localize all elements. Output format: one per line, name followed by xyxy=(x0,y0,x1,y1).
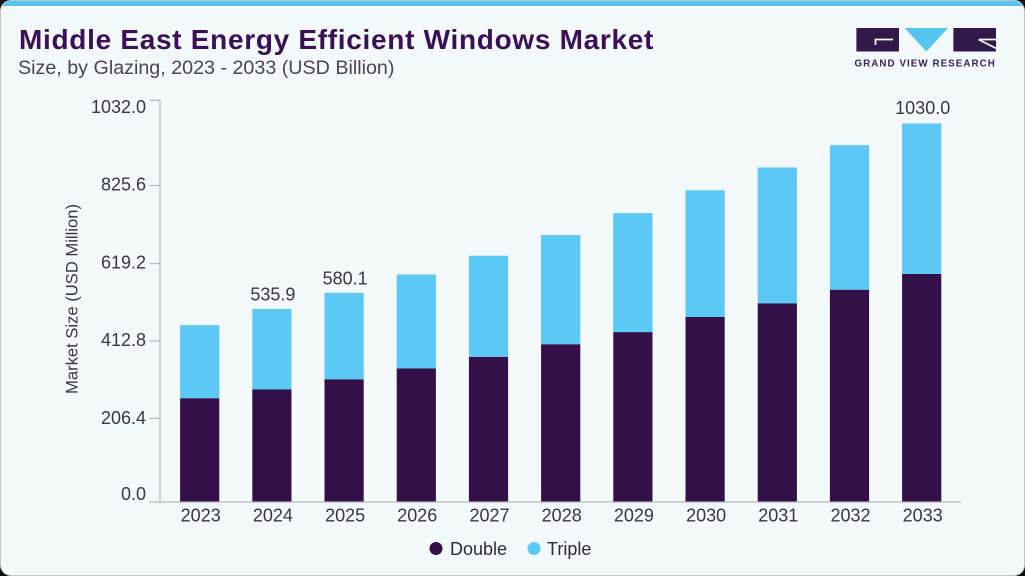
svg-text:1030.0: 1030.0 xyxy=(895,98,950,118)
svg-text:GRAND VIEW RESEARCH: GRAND VIEW RESEARCH xyxy=(855,59,996,70)
svg-text:580.1: 580.1 xyxy=(323,268,368,288)
svg-text:412.8: 412.8 xyxy=(101,330,146,350)
svg-text:2023: 2023 xyxy=(181,506,221,526)
svg-text:2024: 2024 xyxy=(253,506,293,526)
svg-text:Triple: Triple xyxy=(547,539,591,559)
svg-text:Market Size (USD Million): Market Size (USD Million) xyxy=(63,204,82,394)
svg-text:2032: 2032 xyxy=(830,506,870,526)
svg-text:825.6: 825.6 xyxy=(101,175,146,195)
svg-text:619.2: 619.2 xyxy=(101,253,146,273)
svg-text:Double: Double xyxy=(450,539,507,559)
svg-text:2029: 2029 xyxy=(614,506,654,526)
svg-text:535.9: 535.9 xyxy=(250,285,295,305)
svg-text:2028: 2028 xyxy=(542,506,582,526)
svg-text:2025: 2025 xyxy=(325,506,365,526)
svg-text:2033: 2033 xyxy=(903,506,943,526)
svg-text:2026: 2026 xyxy=(397,506,437,526)
svg-text:0.0: 0.0 xyxy=(121,484,146,504)
svg-text:2027: 2027 xyxy=(469,506,509,526)
svg-text:206.4: 206.4 xyxy=(101,408,146,428)
svg-text:1032.0: 1032.0 xyxy=(91,97,146,117)
svg-text:2030: 2030 xyxy=(686,506,726,526)
svg-text:2031: 2031 xyxy=(758,506,798,526)
